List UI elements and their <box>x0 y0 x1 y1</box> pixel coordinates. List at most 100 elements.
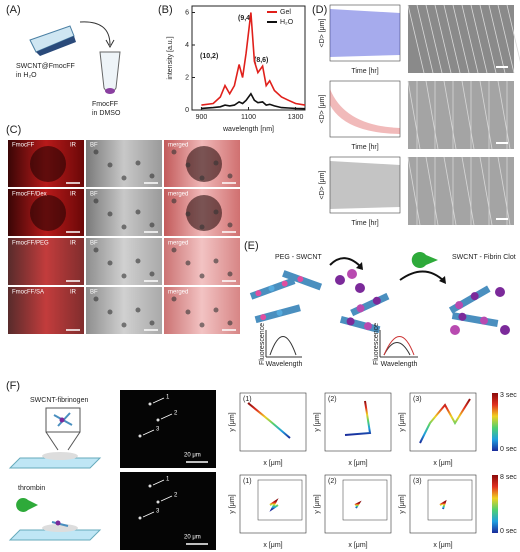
axis-label: y [μm] <box>314 494 321 513</box>
colorbar-label: 0 sec <box>500 528 517 535</box>
axis-label: y [μm] <box>399 494 406 513</box>
particle <box>121 175 127 181</box>
plot-frame <box>329 80 401 138</box>
particle <box>213 307 219 313</box>
particle <box>213 160 219 166</box>
particle <box>213 258 219 264</box>
axis-label: x [μm] <box>433 460 452 467</box>
axis-label: y [μm] <box>229 412 236 431</box>
channel-label: merged <box>168 241 188 247</box>
fiber <box>407 156 421 226</box>
particle <box>135 307 141 313</box>
sem-image <box>408 157 514 225</box>
y-tick-label: 6 <box>185 9 189 16</box>
particle <box>185 309 191 315</box>
x-axis-label: wavelength [nm] <box>222 126 274 133</box>
particle <box>171 296 177 302</box>
panel-label: (D) <box>312 4 327 16</box>
trajectory <box>344 400 372 436</box>
axis-label: y [μm] <box>399 412 406 431</box>
annotation: (10,2) <box>200 53 218 60</box>
fiber <box>497 156 511 226</box>
label: PEG - SWCNT <box>275 254 322 261</box>
particle <box>135 160 141 166</box>
axis-label: <D> [μm] <box>319 170 326 199</box>
channel-label: BF <box>90 192 98 198</box>
fiber <box>434 4 452 74</box>
particle <box>107 260 113 266</box>
particle <box>213 209 219 215</box>
arrow <box>152 479 165 486</box>
axis-label: <D> [μm] <box>319 18 326 47</box>
particle <box>171 198 177 204</box>
y-axis-label: intensity [a.u.] <box>167 36 174 79</box>
annotation: (9,4) <box>238 15 252 22</box>
fiber <box>452 4 470 74</box>
dark-region <box>186 195 222 231</box>
particle <box>199 175 205 181</box>
fiber <box>470 4 488 74</box>
particle <box>93 247 99 253</box>
label: SWCNT - Fibrin Clot <box>452 254 516 261</box>
fiber <box>479 4 497 74</box>
particle <box>199 273 205 279</box>
axis-label: x [μm] <box>348 542 367 549</box>
plot-frame <box>329 156 401 214</box>
axis-label: y [μm] <box>314 412 321 431</box>
distribution-band <box>330 9 400 57</box>
trajectory <box>354 500 362 509</box>
plot-id: (2) <box>328 478 337 485</box>
fiber <box>497 4 515 74</box>
arrow <box>142 511 155 518</box>
colorbar-label: 3 sec <box>500 392 517 399</box>
inset-frame <box>427 479 473 521</box>
spot-id: 2 <box>174 411 178 417</box>
fiber <box>479 156 493 226</box>
dark-region <box>30 146 66 182</box>
inset-frame <box>342 479 388 521</box>
fiber <box>497 80 511 150</box>
axis-label: x [μm] <box>433 542 452 549</box>
particle <box>227 222 233 228</box>
plot-id: (1) <box>243 478 252 485</box>
scale-label: 20 μm <box>184 535 201 541</box>
axis-label: Wavelength <box>266 361 303 368</box>
arrow <box>152 397 165 404</box>
distribution-band <box>330 89 400 134</box>
axis-label: x [μm] <box>348 460 367 467</box>
arrow <box>142 429 155 436</box>
fiber <box>425 156 439 226</box>
panel-f-drawing <box>8 407 102 541</box>
row-label: FmocFF/SA <box>12 290 44 296</box>
particle <box>199 322 205 328</box>
label: SWCNT@FmocFF <box>16 63 75 70</box>
plot-frame <box>409 392 477 452</box>
spot-id: 3 <box>156 427 160 433</box>
row-label: FmocFF <box>12 143 35 149</box>
panel-label: (E) <box>244 240 259 252</box>
particle <box>149 222 155 228</box>
particle <box>93 296 99 302</box>
spot <box>156 500 160 504</box>
distribution-band <box>330 161 400 209</box>
particle <box>185 162 191 168</box>
particle <box>185 211 191 217</box>
annotation: (8,6) <box>254 57 268 64</box>
x-tick-label: 1300 <box>288 114 304 121</box>
label: in DMSO <box>92 110 121 117</box>
fiber <box>488 4 506 74</box>
particle <box>149 271 155 277</box>
spot-id: 1 <box>166 395 170 401</box>
particle <box>227 173 233 179</box>
channel-label: merged <box>168 192 188 198</box>
axis-label: Wavelength <box>381 361 418 368</box>
panel-label: (B) <box>158 4 173 16</box>
axis-label: Time [hr] <box>351 144 378 151</box>
particle <box>149 320 155 326</box>
particle <box>135 209 141 215</box>
axis-label: x [μm] <box>263 542 282 549</box>
row-label: FmocFF/Dex <box>12 192 47 198</box>
spot <box>138 516 142 520</box>
particle <box>107 309 113 315</box>
